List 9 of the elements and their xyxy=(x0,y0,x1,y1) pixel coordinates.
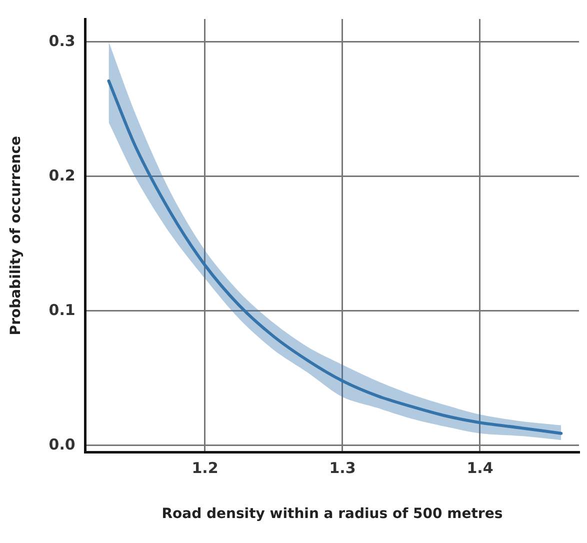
y-tick-label: 0.3 xyxy=(48,32,76,50)
x-tick-label: 1.3 xyxy=(329,459,356,478)
x-tick-label: 1.2 xyxy=(192,459,218,478)
y-tick-label: 0.0 xyxy=(48,435,76,454)
y-tick-label: 0.1 xyxy=(48,300,76,319)
x-axis-title: Road density within a radius of 500 metres xyxy=(162,506,503,522)
x-tick-label: 1.4 xyxy=(466,459,494,478)
y-axis-title: Probability of occurrence xyxy=(8,136,24,336)
y-tick-label: 0.2 xyxy=(48,166,76,184)
